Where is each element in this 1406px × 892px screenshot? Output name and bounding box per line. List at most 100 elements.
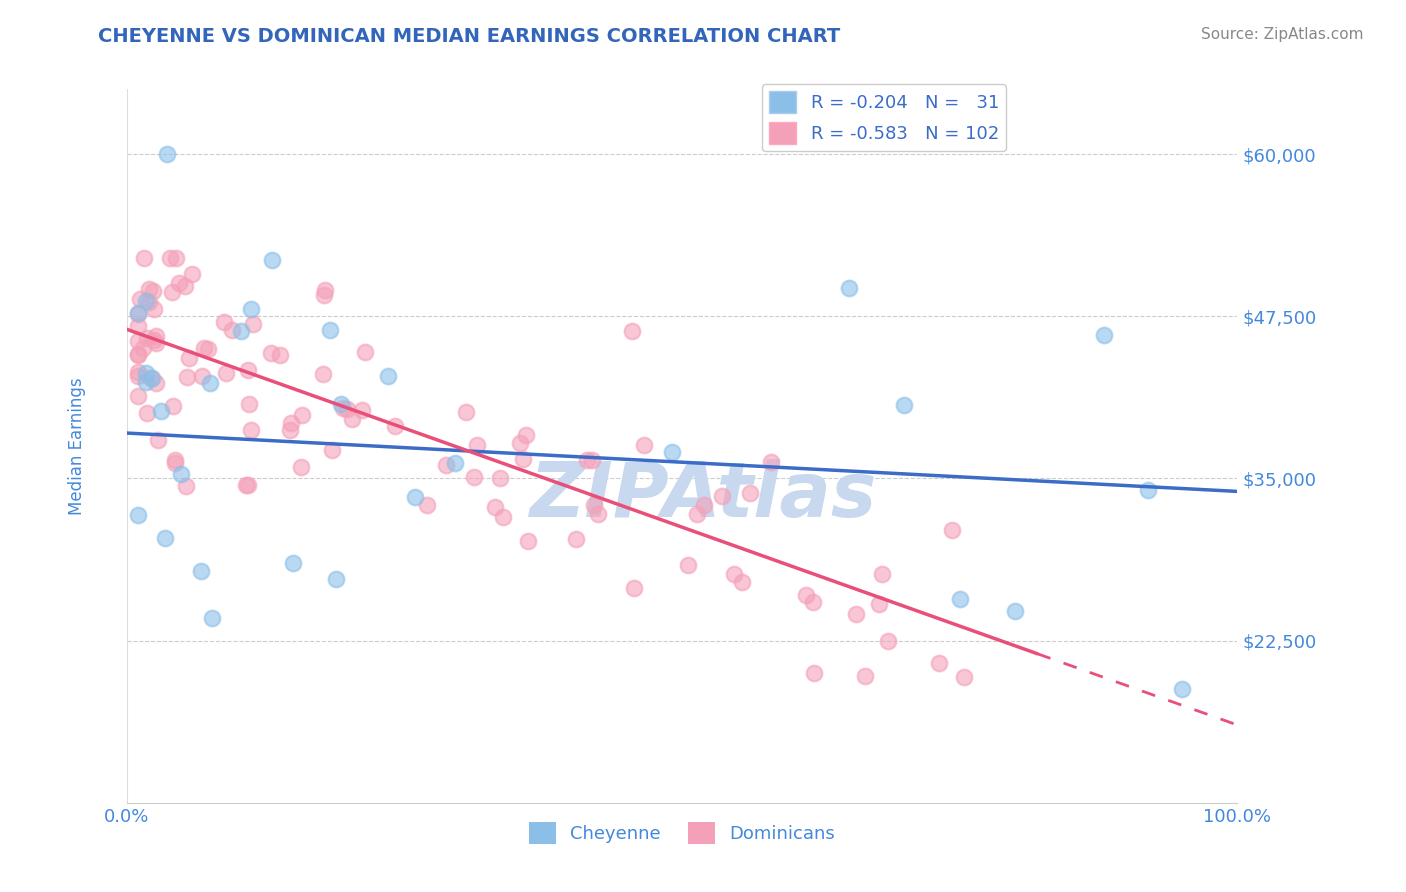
Point (142, 284, 165, 298)
Point (623, 581, 645, 595)
Point (240, 423, 263, 437)
Point (436, 458, 458, 472)
Point (794, 588, 817, 602)
Point (153, 531, 176, 545)
Point (127, 306, 149, 320)
Point (1004, 604, 1026, 618)
Point (145, 335, 167, 350)
Point (145, 376, 167, 390)
Point (127, 334, 149, 348)
Point (676, 558, 699, 572)
Point (278, 423, 301, 437)
Point (235, 478, 257, 492)
Point (145, 328, 167, 343)
Point (463, 470, 485, 484)
Point (404, 490, 426, 504)
Point (893, 398, 915, 412)
Point (723, 567, 745, 582)
Point (329, 397, 352, 411)
Point (838, 280, 860, 294)
Point (163, 456, 186, 470)
Point (332, 401, 354, 415)
Point (135, 406, 157, 420)
Point (221, 323, 243, 337)
Point (142, 302, 165, 317)
Point (340, 412, 363, 426)
Point (197, 343, 219, 357)
Point (132, 341, 155, 355)
Point (198, 376, 221, 390)
Point (761, 455, 783, 469)
Text: Source: ZipAtlas.com: Source: ZipAtlas.com (1201, 27, 1364, 42)
Point (575, 453, 598, 467)
Point (142, 333, 165, 347)
Point (456, 405, 478, 419)
Point (291, 408, 314, 422)
Point (127, 346, 149, 360)
Point (215, 366, 238, 380)
Point (190, 564, 212, 578)
Point (127, 365, 149, 379)
Point (801, 594, 824, 608)
Point (127, 307, 149, 321)
Point (661, 445, 683, 459)
Point (384, 418, 406, 433)
Point (181, 267, 204, 281)
Legend: Cheyenne, Dominicans: Cheyenne, Dominicans (522, 814, 842, 851)
Point (803, 665, 825, 680)
Point (135, 375, 157, 389)
Point (135, 331, 157, 345)
Point (321, 442, 343, 457)
Point (853, 669, 876, 683)
Point (312, 367, 335, 381)
Point (141, 370, 163, 384)
Point (176, 370, 198, 384)
Point (191, 368, 214, 383)
Point (350, 402, 373, 417)
Point (240, 302, 263, 317)
Point (336, 402, 359, 417)
Point (127, 348, 149, 362)
Point (949, 591, 972, 606)
Point (465, 438, 488, 452)
Text: Median Earnings: Median Earnings (69, 377, 86, 515)
Point (312, 288, 335, 302)
Point (170, 467, 193, 481)
Point (509, 436, 531, 450)
Point (163, 453, 186, 467)
Point (711, 489, 734, 503)
Point (127, 369, 149, 384)
Point (229, 324, 252, 338)
Point (686, 507, 709, 521)
Point (165, 251, 187, 265)
Point (928, 656, 950, 670)
Point (150, 404, 173, 418)
Point (516, 534, 538, 549)
Point (167, 277, 190, 291)
Point (159, 251, 181, 265)
Point (132, 251, 155, 265)
Point (314, 283, 336, 297)
Point (127, 319, 149, 334)
Point (444, 456, 467, 470)
Point (845, 607, 868, 622)
Point (242, 318, 264, 332)
Point (941, 524, 963, 538)
Point (1170, 681, 1192, 696)
Point (138, 294, 160, 309)
Point (491, 509, 513, 524)
Point (484, 500, 506, 514)
Point (515, 427, 537, 442)
Point (581, 453, 603, 467)
Point (952, 670, 974, 684)
Point (135, 366, 157, 380)
Point (693, 498, 716, 512)
Point (868, 597, 890, 611)
Point (621, 324, 644, 338)
Point (269, 348, 291, 362)
Point (260, 346, 283, 360)
Point (489, 471, 512, 485)
Text: CHEYENNE VS DOMINICAN MEDIAN EARNINGS CORRELATION CHART: CHEYENNE VS DOMINICAN MEDIAN EARNINGS CO… (98, 27, 841, 45)
Point (325, 572, 347, 586)
Point (236, 478, 259, 492)
